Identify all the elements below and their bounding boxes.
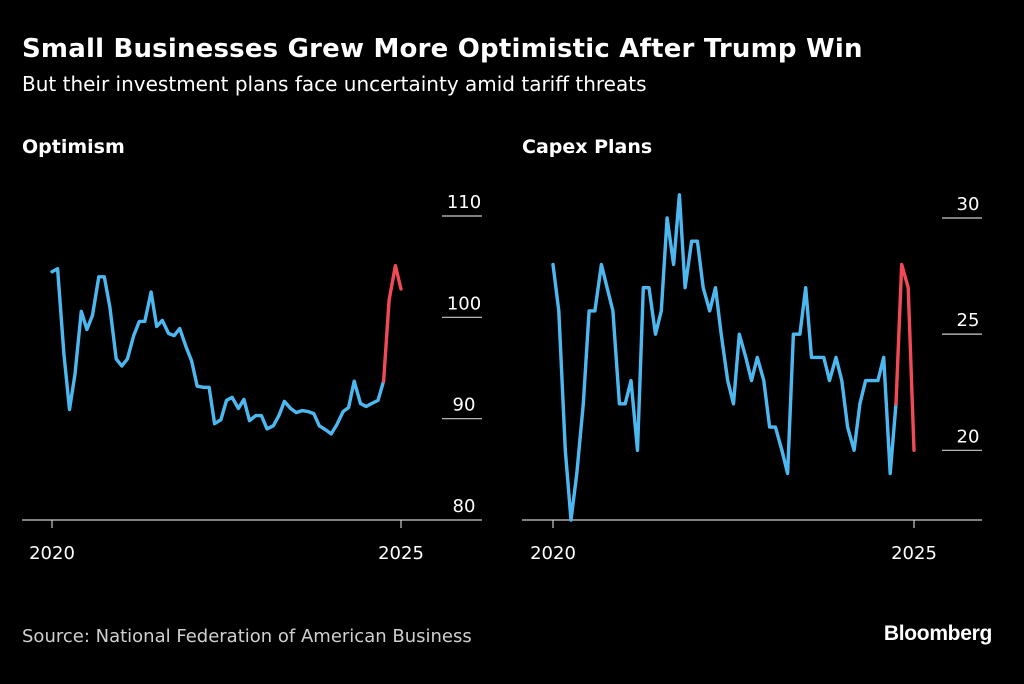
y-tick-label: 30 <box>957 194 980 215</box>
y-tick-label: 20 <box>957 426 980 447</box>
y-tick-label: 90 <box>453 395 476 416</box>
source-note: Source: National Federation of American … <box>22 626 472 647</box>
x-tick-label: 2025 <box>891 543 937 564</box>
panel-title-optimism: Optimism <box>22 136 125 158</box>
chart-title: Small Businesses Grew More Optimistic Af… <box>22 34 863 64</box>
bloomberg-logo: Bloomberg <box>883 622 992 645</box>
series-line-after <box>381 264 403 383</box>
y-tick-label: 110 <box>447 192 481 213</box>
series-line-before <box>50 267 386 436</box>
x-tick-label: 2020 <box>530 543 576 564</box>
y-tick-label: 25 <box>957 310 980 331</box>
chart-subtitle: But their investment plans face uncertai… <box>22 72 647 96</box>
optimism-panel: 110 100 90 80 2020 2025 <box>22 192 482 564</box>
y-tick-label: 100 <box>447 293 481 314</box>
panel-title-capex: Capex Plans <box>522 136 653 158</box>
x-tick-label: 2025 <box>378 543 424 564</box>
x-tick-label: 2020 <box>29 543 75 564</box>
series-line-after <box>894 262 916 452</box>
series-line-before <box>551 193 898 522</box>
y-tick-label: 80 <box>453 496 476 517</box>
